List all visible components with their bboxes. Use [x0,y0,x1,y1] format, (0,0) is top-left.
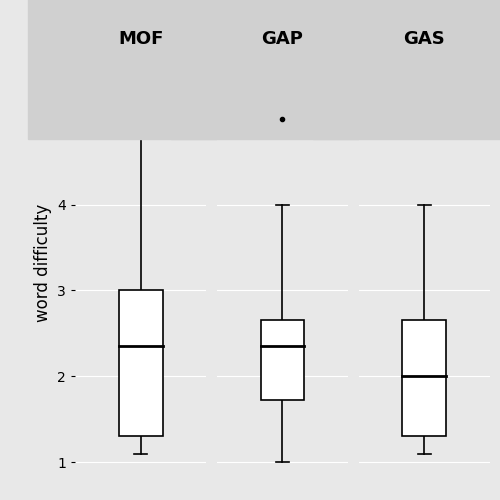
Title: GAP: GAP [262,30,304,48]
FancyBboxPatch shape [260,320,304,400]
Y-axis label: word difficulty: word difficulty [34,204,52,322]
Title: MOF: MOF [118,30,164,48]
FancyBboxPatch shape [402,320,446,436]
Title: GAS: GAS [404,30,445,48]
FancyBboxPatch shape [119,290,162,436]
